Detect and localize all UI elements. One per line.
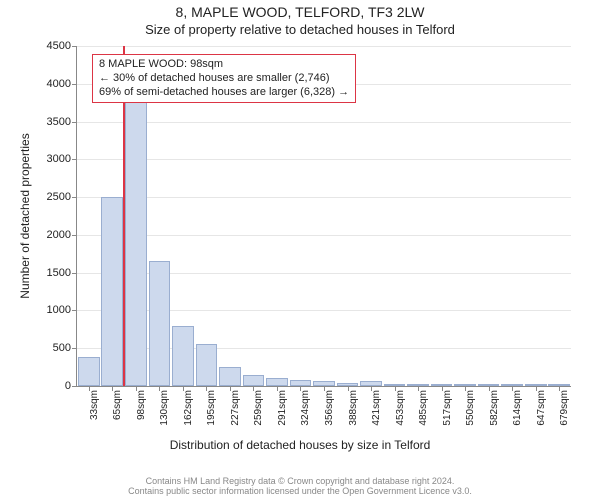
bar — [125, 91, 147, 386]
bar — [101, 197, 123, 386]
y-axis-label: Number of detached properties — [18, 133, 32, 298]
x-tick-label: 517sqm — [442, 390, 453, 426]
annotation-line: 69% of semi-detached houses are larger (… — [99, 86, 349, 100]
y-tick-label: 2500 — [47, 191, 77, 203]
bar — [196, 344, 218, 386]
y-tick-label: 3500 — [47, 116, 77, 128]
x-tick-label: 453sqm — [395, 390, 406, 426]
x-tick-label: 324sqm — [300, 390, 311, 426]
x-tick-label: 65sqm — [112, 390, 123, 420]
copyright-line: Contains public sector information licen… — [0, 486, 600, 496]
y-tick-label: 3000 — [47, 153, 77, 165]
x-axis-label: Distribution of detached houses by size … — [0, 438, 600, 452]
y-tick-label: 500 — [53, 342, 77, 354]
x-tick-label: 582sqm — [489, 390, 500, 426]
x-tick-label: 98sqm — [136, 390, 147, 420]
gridline — [77, 122, 571, 123]
x-tick-label: 388sqm — [348, 390, 359, 426]
x-tick-label: 130sqm — [159, 390, 170, 426]
x-tick-label: 162sqm — [183, 390, 194, 426]
bar — [78, 357, 100, 386]
y-tick-label: 4000 — [47, 78, 77, 90]
bar — [172, 326, 194, 386]
y-tick-label: 4500 — [47, 40, 77, 52]
x-tick-label: 421sqm — [371, 390, 382, 426]
copyright-text: Contains HM Land Registry data © Crown c… — [0, 476, 600, 496]
x-tick-label: 291sqm — [277, 390, 288, 426]
bar — [266, 378, 288, 386]
x-tick-label: 33sqm — [89, 390, 100, 420]
annotation-line: 8 MAPLE WOOD: 98sqm — [99, 58, 349, 72]
gridline — [77, 235, 571, 236]
x-tick-label: 679sqm — [559, 390, 570, 426]
annotation-box: 8 MAPLE WOOD: 98sqm← 30% of detached hou… — [92, 54, 356, 103]
copyright-line: Contains HM Land Registry data © Crown c… — [0, 476, 600, 486]
plot-area: 8 MAPLE WOOD: 98sqm← 30% of detached hou… — [76, 46, 571, 387]
y-tick-label: 1000 — [47, 304, 77, 316]
bar — [149, 261, 171, 386]
x-tick-label: 647sqm — [536, 390, 547, 426]
y-tick-label: 1500 — [47, 267, 77, 279]
gridline — [77, 197, 571, 198]
gridline — [77, 159, 571, 160]
y-tick-label: 2000 — [47, 229, 77, 241]
x-tick-label: 485sqm — [418, 390, 429, 426]
x-tick-label: 259sqm — [253, 390, 264, 426]
x-tick-label: 227sqm — [230, 390, 241, 426]
x-tick-label: 550sqm — [465, 390, 476, 426]
y-tick-label: 0 — [65, 380, 77, 392]
bar — [243, 375, 265, 386]
chart-subtitle: Size of property relative to detached ho… — [0, 22, 600, 37]
x-tick-label: 614sqm — [512, 390, 523, 426]
chart-title: 8, MAPLE WOOD, TELFORD, TF3 2LW — [0, 4, 600, 20]
bar — [219, 367, 241, 386]
annotation-line: ← 30% of detached houses are smaller (2,… — [99, 72, 349, 86]
x-tick-label: 195sqm — [206, 390, 217, 426]
gridline — [77, 46, 571, 47]
x-tick-label: 356sqm — [324, 390, 335, 426]
